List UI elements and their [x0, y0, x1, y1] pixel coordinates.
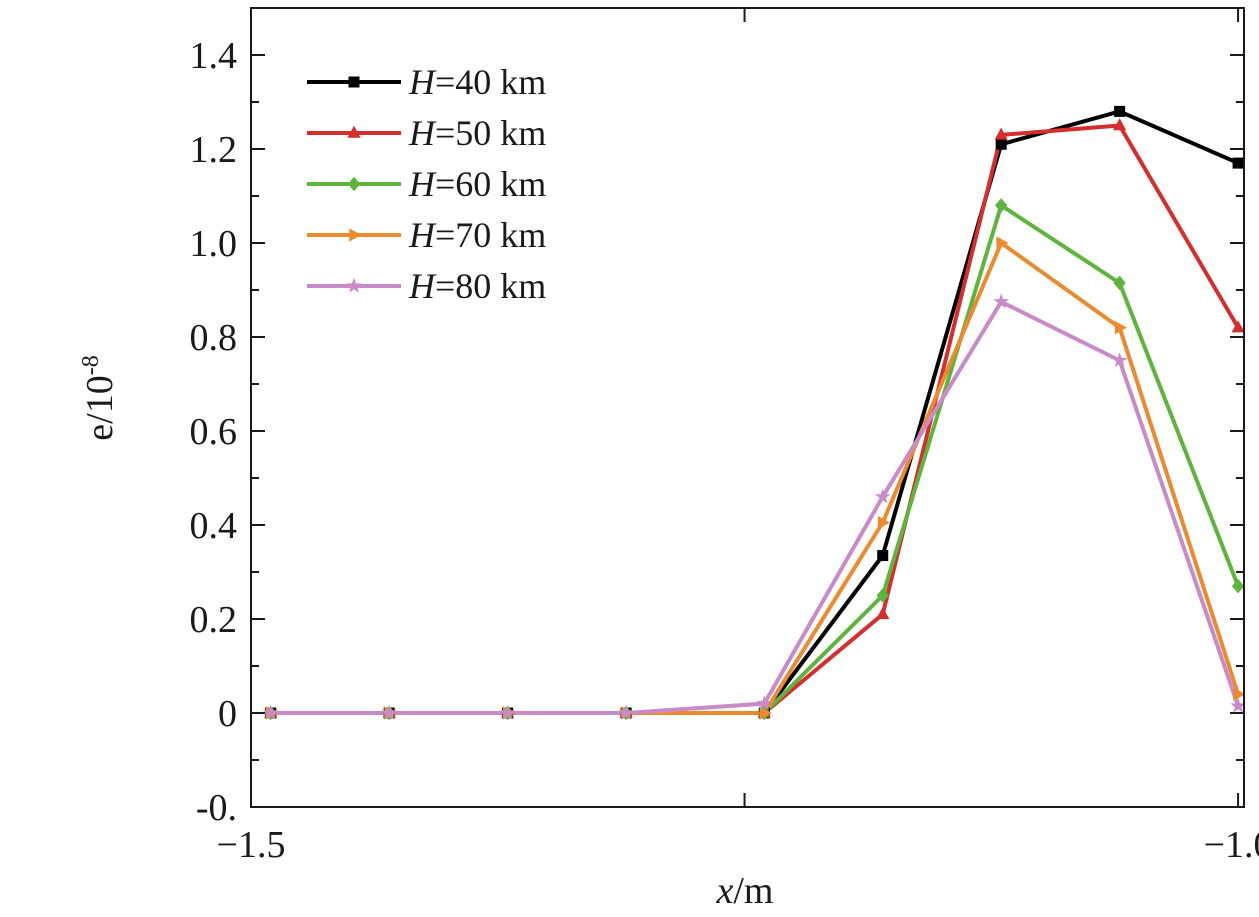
y-tick-label: 1.2 [190, 129, 238, 171]
data-point [994, 127, 1008, 140]
y-tick-label: 1.0 [190, 223, 238, 265]
data-point [993, 293, 1010, 309]
data-point [877, 516, 891, 530]
data-point [995, 198, 1008, 213]
data-point [499, 704, 516, 720]
x-axis-variable: x [716, 870, 734, 912]
y-axis-title: e/10-8 [78, 355, 121, 440]
series-markers [262, 105, 1246, 721]
data-point [1231, 320, 1245, 333]
legend-marker [349, 228, 362, 242]
y-axis-base: e/10 [79, 375, 121, 440]
legend-label: H=40 km [408, 62, 546, 102]
legend-marker [348, 76, 360, 88]
data-point [876, 607, 890, 620]
data-point [759, 706, 772, 720]
data-point [877, 550, 889, 562]
y-axis-exponent: -8 [78, 355, 104, 375]
legend-marker [347, 125, 361, 138]
axis-ticks [250, 8, 1244, 808]
legend-value: =80 km [435, 266, 546, 306]
legend-value: =70 km [435, 215, 546, 255]
data-point [1114, 321, 1127, 335]
data-point [996, 236, 1009, 250]
legend-variable: H [408, 215, 437, 255]
data-point [381, 704, 398, 720]
legend-value: =40 km [435, 62, 546, 102]
y-tick-labels: -0. 0 0.2 0.4 0.6 0.8 1.0 1.2 1.4 [190, 35, 238, 829]
x-axis-title: x/m [716, 870, 774, 912]
y-tick-label: 1.4 [190, 35, 238, 77]
x-tick-labels: −1.5 −1.0 [217, 824, 1259, 866]
series-line-5 [270, 299, 1240, 715]
legend: H=40 kmH=50 kmH=60 kmH=70 kmH=80 km [307, 62, 546, 306]
data-point [995, 138, 1007, 150]
data-point [1232, 157, 1244, 169]
legend-variable: H [408, 164, 437, 204]
data-point [262, 704, 279, 720]
data-point [1114, 105, 1126, 117]
series-line-2 [270, 123, 1240, 715]
y-tick-label: 0.8 [190, 317, 238, 359]
legend-label: H=80 km [408, 266, 546, 306]
legend-variable: H [408, 62, 437, 102]
legend-marker [346, 277, 362, 293]
data-point [1111, 352, 1128, 368]
legend-variable: H [408, 266, 437, 306]
legend-variable: H [408, 113, 437, 153]
data-point [1231, 578, 1245, 594]
y-tick-label: 0.6 [190, 411, 238, 453]
data-point [618, 704, 634, 720]
y-tick-label: 0 [218, 693, 237, 735]
legend-value: =50 km [435, 113, 546, 153]
series-line-4 [270, 241, 1241, 715]
data-point [876, 588, 889, 603]
x-tick-label: −1.5 [217, 824, 286, 866]
legend-label: H=50 km [408, 113, 546, 153]
x-tick-label: −1.0 [1204, 824, 1259, 866]
data-point [1233, 687, 1246, 701]
y-tick-label: 0.4 [190, 505, 238, 547]
y-tick-label: -0. [196, 787, 237, 829]
data-point [1113, 118, 1127, 131]
y-tick-label: 0.2 [190, 599, 238, 641]
legend-marker [347, 176, 361, 192]
x-axis-unit: /m [733, 870, 773, 912]
plot-frame [250, 7, 1245, 808]
legend-value: =60 km [435, 164, 546, 204]
legend-label: H=60 km [408, 164, 546, 204]
data-point [874, 488, 891, 504]
data-point [1230, 697, 1246, 713]
legend-label: H=70 km [408, 215, 546, 255]
data-point [1113, 275, 1126, 291]
data-point [756, 695, 773, 711]
